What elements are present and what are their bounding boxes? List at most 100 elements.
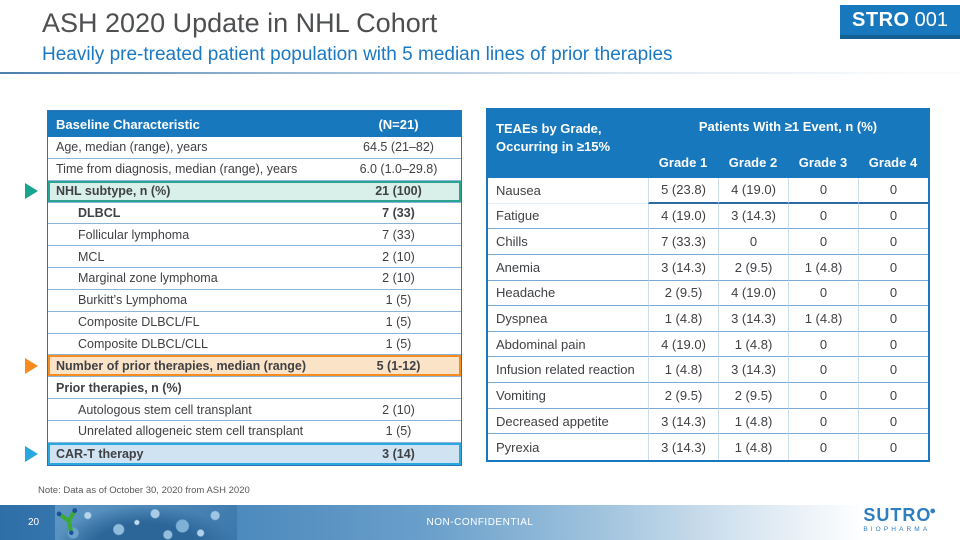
baseline-row: Time from diagnosis, median (range), yea…	[48, 159, 461, 181]
baseline-row: Burkitt’s Lymphoma 1 (5)	[48, 290, 461, 312]
teae-row: Abdominal pain 4 (19.0) 1 (4.8) 0 0	[488, 331, 928, 358]
teae-row-value: 0	[788, 229, 858, 255]
baseline-row-value: 21 (100)	[375, 184, 422, 199]
baseline-characteristics-table: Baseline Characteristic (N=21) Age, medi…	[25, 110, 462, 466]
baseline-row-value: 7 (33)	[382, 205, 415, 220]
data-note: Note: Data as of October 30, 2020 from A…	[38, 485, 250, 496]
teae-table-header: TEAEs by Grade, Occurring in ≥15% Patien…	[488, 110, 928, 178]
baseline-row-value: 7 (33)	[382, 227, 415, 242]
badge-number: 001	[914, 8, 948, 31]
teae-row-value: 0	[858, 357, 928, 384]
baseline-row-label: Number of prior therapies, median (range…	[56, 358, 307, 373]
teae-row: Chills 7 (33.3) 0 0 0	[488, 229, 928, 255]
teae-row: Infusion related reaction 1 (4.8) 3 (14.3)…	[488, 357, 928, 384]
teae-row-label: Fatigue	[488, 204, 648, 230]
teae-row: Dyspnea 1 (4.8) 3 (14.3) 1 (4.8) 0	[488, 306, 928, 332]
teae-group-header: Patients With ≥1 Event, n (%)	[698, 119, 878, 134]
baseline-row-label: Follicular lymphoma	[78, 227, 190, 242]
teae-row-value: 4 (19.0)	[648, 203, 718, 230]
teae-row-label: Dyspnea	[488, 306, 648, 332]
teae-row-value: 0	[858, 408, 928, 435]
logo-subtext: BIOPHARMA	[863, 526, 931, 533]
page-number: 20	[28, 517, 40, 528]
grade-column-header: Grade 1	[658, 155, 708, 170]
baseline-row-value: 2 (10)	[382, 249, 415, 264]
teae-row-value: 0	[788, 203, 858, 230]
baseline-row: Number of prior therapies, median (range…	[25, 355, 461, 378]
baseline-row-value: 2 (10)	[382, 402, 415, 417]
baseline-row: NHL subtype, n (%) 21 (100)	[25, 180, 461, 203]
teae-row-value: 1 (4.8)	[718, 331, 788, 358]
teae-row-value: 1 (4.8)	[648, 357, 718, 384]
teae-title-line1: TEAEs by Grade,	[496, 121, 602, 136]
page-subtitle: Heavily pre-treated patient population w…	[42, 44, 673, 65]
logo-dot-icon: ●	[929, 505, 936, 517]
teae-row-value: 0	[788, 408, 858, 435]
teae-row-label: Infusion related reaction	[488, 357, 648, 384]
teae-row-value: 0	[858, 280, 928, 307]
logo-text: SUTRO	[863, 505, 932, 525]
teal-arrow-icon	[25, 183, 38, 200]
teae-row-value: 0	[788, 383, 858, 409]
teae-row: Anemia 3 (14.3) 2 (9.5) 1 (4.8) 0	[488, 254, 928, 281]
teae-row-value: 3 (14.3)	[648, 434, 718, 461]
teae-row-label: Chills	[488, 229, 648, 255]
baseline-row-label: Autologous stem cell transplant	[78, 402, 252, 417]
baseline-header-n: (N=21)	[378, 116, 419, 132]
teae-row-value: 0	[858, 254, 928, 281]
baseline-row-label: Composite DLBCL/CLL	[78, 337, 208, 352]
grade-column-header: Grade 4	[868, 155, 918, 170]
teae-row-label: Decreased appetite	[488, 409, 648, 435]
teae-row: Pyrexia 3 (14.3) 1 (4.8) 0 0	[488, 434, 928, 461]
teae-row-label: Abdominal pain	[488, 332, 648, 358]
teae-row-label: Pyrexia	[496, 439, 540, 455]
teae-row-value: 0	[788, 280, 858, 307]
baseline-row-label: Marginal zone lymphoma	[78, 271, 218, 286]
baseline-row: Follicular lymphoma 7 (33)	[48, 224, 461, 247]
teae-title-line2: Occurring in ≥15%	[496, 138, 611, 154]
teae-row-value: 3 (14.3)	[718, 306, 788, 332]
baseline-row-value: 5 (1-12)	[376, 358, 421, 373]
baseline-row-label: Time from diagnosis, median (range), yea…	[56, 162, 298, 177]
teae-row-value: 0	[788, 331, 858, 358]
teae-row-value: 0	[858, 229, 928, 255]
baseline-row: MCL 2 (10)	[48, 246, 461, 269]
footer-bar: 20 NON-CONFIDENTIAL	[0, 505, 960, 540]
baseline-row: Marginal zone lymphoma 2 (10)	[48, 268, 461, 290]
header-divider	[0, 72, 960, 74]
confidentiality-label: NON-CONFIDENTIAL	[426, 517, 534, 528]
teae-row-label: Vomiting	[488, 383, 648, 409]
teae-row-value: 4 (19.0)	[648, 331, 718, 358]
teae-header-title: TEAEs by Grade, Occurring in ≥15%	[488, 110, 648, 178]
teae-row-value: 0	[718, 229, 788, 255]
baseline-row-label: DLBCL	[78, 205, 121, 220]
teae-row-value: 5 (23.8)	[648, 178, 718, 204]
blue-arrow-icon	[25, 445, 38, 462]
teae-row-value: 0	[788, 357, 858, 384]
teae-row-value: 0	[788, 434, 858, 461]
baseline-row-label: CAR-T therapy	[56, 446, 144, 461]
teae-row-value: 1 (4.8)	[788, 254, 858, 281]
teae-row: Decreased appetite 3 (14.3) 1 (4.8) 0 0	[488, 408, 928, 435]
teae-row: Vomiting 2 (9.5) 2 (9.5) 0 0	[488, 383, 928, 409]
teae-row: Nausea 5 (23.8) 4 (19.0) 0 0	[488, 178, 928, 204]
teae-row-value: 0	[858, 383, 928, 409]
teae-row: Fatigue 4 (19.0) 3 (14.3) 0 0	[488, 203, 928, 230]
teae-grade-columns: Grade 1 Grade 2 Grade 3 Grade 4	[648, 155, 928, 170]
baseline-row-label: MCL	[78, 249, 105, 264]
baseline-table-header: Baseline Characteristic (N=21)	[48, 111, 461, 137]
sutro-biopharma-logo: SUTRO● BIOPHARMA	[863, 506, 936, 534]
baseline-row: Composite DLBCL/CLL 1 (5)	[48, 334, 461, 356]
baseline-row: Composite DLBCL/FL 1 (5)	[48, 312, 461, 334]
baseline-header-label: Baseline Characteristic	[56, 116, 200, 132]
grade-column-header: Grade 3	[798, 155, 848, 170]
teae-row-value: 2 (9.5)	[718, 254, 788, 281]
page-title: ASH 2020 Update in NHL Cohort	[42, 8, 438, 38]
teae-table: TEAEs by Grade, Occurring in ≥15% Patien…	[486, 108, 930, 463]
teae-header-right: Patients With ≥1 Event, n (%) Grade 1 Gra…	[648, 110, 928, 178]
teae-row-value: 3 (14.3)	[718, 203, 788, 230]
teae-row-label: Anemia	[488, 255, 648, 281]
teae-row-value: 0	[858, 203, 928, 230]
baseline-row-label: Unrelated allogeneic stem cell transplan…	[78, 424, 304, 439]
